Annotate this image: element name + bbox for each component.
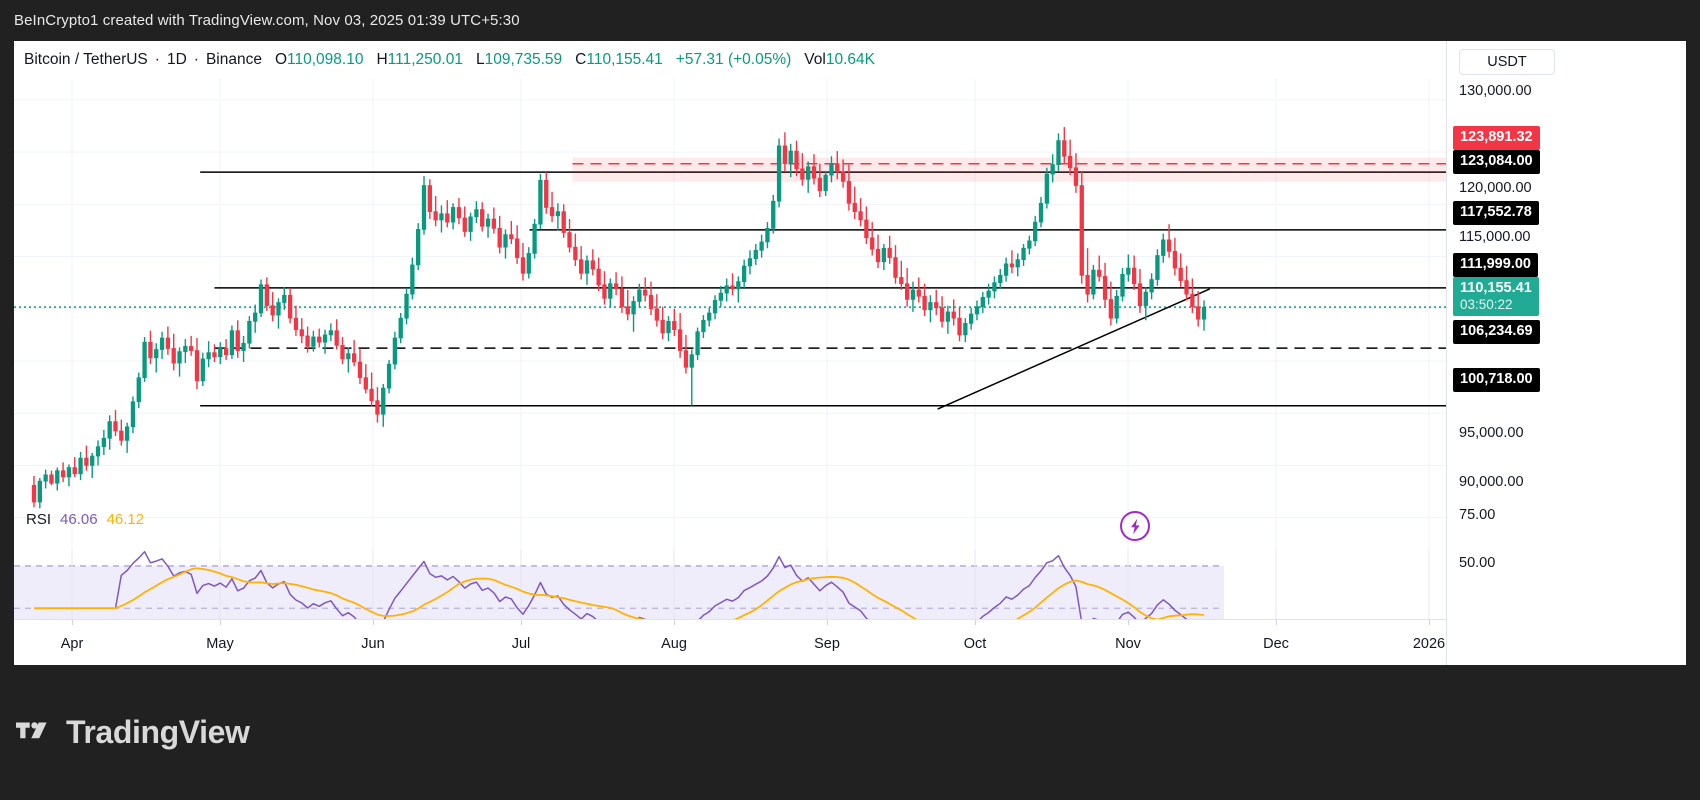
price-axis-tag-value: 123,891.32 <box>1460 129 1533 145</box>
price-axis-tick: 95,000.00 <box>1459 425 1524 441</box>
footer-bar: TradingView <box>0 665 1700 800</box>
countdown-timer: 03:50:22 <box>1460 296 1513 312</box>
price-axis-tag-value: 117,552.78 <box>1460 204 1532 220</box>
price-axis-tick: 130,000.00 <box>1459 83 1532 99</box>
chart-surface: Bitcoin / TetherUS · 1D · Binance O110,0… <box>14 41 1686 665</box>
attribution-bar: BeInCrypto1 created with TradingView.com… <box>0 0 1700 41</box>
tradingview-logo-text: TradingView <box>66 714 250 750</box>
rsi-ma-value: 46.12 <box>106 511 145 528</box>
price-axis-tag-value: 106,234.69 <box>1460 323 1533 339</box>
chart-legend[interactable]: Bitcoin / TetherUS · 1D · Binance O110,0… <box>24 51 875 68</box>
time-axis-notch <box>674 620 675 625</box>
legend-high: H111,250.01 <box>376 51 463 68</box>
time-axis-notch <box>1276 620 1277 625</box>
price-axis-tag-value: 110,155.41 <box>1460 280 1532 296</box>
candlestick-plot <box>14 79 1446 549</box>
legend-volume: Vol10.64K <box>804 51 875 68</box>
rsi-axis-tick: 75.00 <box>1459 507 1496 523</box>
legend-interval[interactable]: 1D <box>166 51 187 68</box>
price-axis-tag[interactable]: 123,084.00 <box>1453 150 1540 174</box>
rsi-label: RSI <box>26 511 52 528</box>
rsi-legend[interactable]: RSI 46.06 46.12 <box>26 511 144 528</box>
time-axis-notch <box>975 620 976 625</box>
time-axis-notch <box>373 620 374 625</box>
legend-exchange[interactable]: Binance <box>205 51 262 68</box>
price-axis-tag[interactable]: 110,155.41 03:50:22 <box>1453 277 1539 317</box>
price-axis-tag[interactable]: 111,999.00 <box>1453 253 1538 277</box>
time-axis-tick: Dec <box>1263 636 1289 652</box>
price-axis-tag-value: 100,718.00 <box>1460 371 1533 387</box>
price-axis-tick: 115,000.00 <box>1459 229 1531 245</box>
attribution-text: BeInCrypto1 created with TradingView.com… <box>14 12 520 29</box>
price-axis-tag-value: 111,999.00 <box>1460 256 1531 272</box>
time-axis-notch <box>827 620 828 625</box>
time-axis-notch <box>1429 620 1430 625</box>
price-axis-tag[interactable]: 100,718.00 <box>1453 368 1540 392</box>
time-axis-notch <box>1128 620 1129 625</box>
legend-close: C110,155.41 <box>575 51 663 68</box>
legend-symbol[interactable]: Bitcoin / TetherUS <box>24 51 148 68</box>
price-axis-tag-value: 123,084.00 <box>1460 153 1533 169</box>
time-axis-tick: Nov <box>1115 636 1141 652</box>
time-axis-tick: Sep <box>814 636 840 652</box>
tradingview-logo-icon <box>16 721 47 738</box>
time-axis-tick: Apr <box>60 636 84 652</box>
time-axis-tick: Oct <box>963 636 987 652</box>
price-axis-tag[interactable]: 123,891.32 <box>1453 126 1540 150</box>
time-axis-notch <box>72 620 73 625</box>
legend-open: O110,098.10 <box>274 51 364 68</box>
price-axis-tick: 90,000.00 <box>1459 474 1524 490</box>
legend-change: +57.31 (+0.05%) <box>675 51 792 68</box>
time-axis-tick: Aug <box>661 636 687 652</box>
rsi-value: 46.06 <box>60 511 98 528</box>
lightning-bolt-glyph <box>1130 518 1140 534</box>
lightning-bolt-icon[interactable] <box>1120 511 1150 541</box>
currency-unit-label: USDT <box>1487 54 1527 70</box>
rsi-axis-tick: 50.00 <box>1459 555 1496 571</box>
price-pane[interactable] <box>14 79 1446 549</box>
time-axis-tick: Jun <box>361 636 385 652</box>
time-axis-tick: May <box>206 636 234 652</box>
currency-unit-pill[interactable]: USDT <box>1459 49 1555 75</box>
price-axis-tag[interactable]: 106,234.69 <box>1453 320 1540 344</box>
time-axis-notch <box>521 620 522 625</box>
price-axis-tag[interactable]: 117,552.78 <box>1453 201 1539 225</box>
time-axis-notch <box>220 620 221 625</box>
legend-low: L109,735.59 <box>475 51 563 68</box>
time-axis-tick: 2026 <box>1412 636 1446 652</box>
price-axis[interactable]: USDT 130,000.00 120,000.00 115,000.00 95,00… <box>1446 41 1686 665</box>
price-axis-tick: 120,000.00 <box>1459 180 1532 196</box>
time-axis-tick: Jul <box>511 636 531 652</box>
time-axis[interactable]: Apr May Jun Jul Aug Sep Oct Nov Dec 2026 <box>14 619 1446 665</box>
tradingview-logo[interactable]: TradingView <box>16 714 250 751</box>
